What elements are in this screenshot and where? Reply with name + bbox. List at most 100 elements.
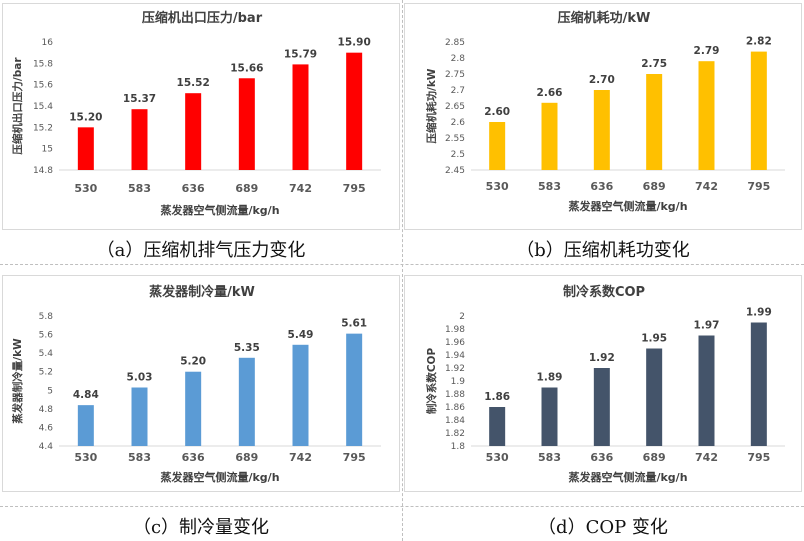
- data-label: 4.84: [73, 389, 99, 401]
- y-tick-label: 15.4: [33, 102, 53, 112]
- y-tick-label: 2.65: [445, 102, 465, 112]
- y-tick-label: 1.84: [445, 416, 465, 426]
- divider-vertical: [402, 0, 403, 541]
- y-tick-label: 15: [42, 145, 53, 155]
- data-label: 15.52: [177, 77, 210, 89]
- data-label: 2.66: [537, 87, 563, 99]
- data-label: 2.70: [589, 74, 615, 86]
- x-axis-label: 蒸发器空气侧流量/kg/h: [160, 203, 279, 217]
- y-tick-label: 4.6: [39, 423, 54, 433]
- bar: [77, 405, 94, 446]
- y-axis-label: 制冷系数COP: [425, 348, 438, 415]
- chart-a: 压缩机出口压力/bar 14.8 15 15.2 15.4 15.6 15.8 16 15.20…: [11, 10, 381, 217]
- x-tick-label: 583: [538, 451, 561, 464]
- x-tick-label: 583: [128, 451, 151, 464]
- x-tick-label: 530: [486, 180, 509, 193]
- x-tick-label: 742: [695, 180, 718, 193]
- y-tick-label: 2.75: [445, 70, 465, 80]
- y-tick-label: 4.8: [39, 405, 54, 415]
- y-tick-label: 1.88: [445, 390, 465, 400]
- y-axis-label: 蒸发器制冷量/kW: [11, 338, 24, 424]
- data-label: 2.79: [694, 45, 720, 57]
- data-label: 5.61: [341, 318, 367, 330]
- y-axis-label: 压缩机出口压力/bar: [11, 57, 24, 155]
- y-tick-label: 5.6: [39, 331, 54, 341]
- data-label: 15.20: [69, 111, 102, 123]
- bar: [238, 78, 255, 170]
- y-tick-label: 5.8: [39, 312, 54, 322]
- bar: [698, 335, 715, 446]
- y-tick-label: 2.45: [445, 166, 465, 176]
- x-tick-label: 636: [182, 182, 205, 195]
- y-tick-label: 16: [42, 38, 54, 48]
- x-tick-label: 742: [289, 182, 312, 195]
- bar: [593, 368, 610, 446]
- y-tick-label: 1.82: [445, 429, 465, 439]
- y-tick-label: 1.9: [451, 377, 466, 387]
- data-label: 2.75: [641, 58, 667, 70]
- caption-d: （d）COP 变化: [538, 517, 668, 538]
- caption-b: （b）压缩机耗功变化: [516, 240, 690, 261]
- chart-panel-b: 压缩机耗功/kW 2.45 2.5 2.55 2.6 2.65 2.7 2.75 2.8 2.85…: [404, 3, 802, 230]
- x-tick-label: 795: [747, 180, 770, 193]
- bar: [646, 74, 663, 170]
- bar: [185, 371, 202, 446]
- bar: [750, 322, 767, 446]
- chart-title: 压缩机出口压力/bar: [142, 10, 263, 26]
- x-tick-label: 636: [182, 451, 205, 464]
- chart-panel-d: 制冷系数COP 1.8 1.82 1.84 1.86 1.88 1.9 1.92 1.94 1.9…: [404, 275, 802, 492]
- bar: [77, 127, 94, 170]
- y-tick-label: 15.2: [33, 123, 53, 133]
- chart-panel-c: 蒸发器制冷量/kW 4.4 4.6 4.8 5 5.2 5.4 5.6 5.8 4.84 530 5.…: [2, 275, 400, 492]
- x-tick-label: 530: [74, 451, 97, 464]
- bar: [489, 407, 506, 446]
- x-tick-label: 636: [590, 180, 613, 193]
- chart-title: 蒸发器制冷量/kW: [149, 284, 255, 300]
- data-label: 1.89: [537, 372, 563, 384]
- y-tick-label: 2.6: [451, 118, 466, 128]
- y-tick-label: 1.98: [445, 325, 465, 335]
- x-tick-label: 689: [235, 182, 258, 195]
- x-tick-label: 530: [74, 182, 97, 195]
- bar: [185, 93, 202, 170]
- y-tick-label: 1.8: [451, 442, 466, 452]
- bar: [541, 102, 558, 170]
- y-tick-label: 2.55: [445, 134, 465, 144]
- data-label: 1.99: [746, 307, 772, 319]
- chart-d: 制冷系数COP 1.8 1.82 1.84 1.86 1.88 1.9 1.92 1.94 1.9…: [425, 284, 785, 484]
- caption-c: （c）制冷量变化: [132, 517, 270, 538]
- x-tick-label: 583: [128, 182, 151, 195]
- bar: [593, 90, 610, 170]
- data-label: 5.20: [180, 356, 206, 368]
- data-label: 15.66: [230, 62, 263, 74]
- y-tick-label: 14.8: [33, 166, 53, 176]
- bar: [131, 109, 148, 170]
- chart-c: 蒸发器制冷量/kW 4.4 4.6 4.8 5 5.2 5.4 5.6 5.8 4.84 530 5.…: [11, 284, 381, 484]
- data-label: 15.90: [338, 37, 371, 49]
- x-tick-label: 742: [695, 451, 718, 464]
- divider-horizontal-top: [0, 264, 804, 265]
- data-label: 2.60: [484, 106, 510, 118]
- data-label: 5.03: [127, 372, 153, 384]
- data-label: 2.82: [746, 36, 772, 48]
- data-label: 1.95: [641, 333, 667, 345]
- data-label: 1.92: [589, 352, 615, 364]
- x-tick-label: 689: [643, 451, 666, 464]
- x-axis-label: 蒸发器空气侧流量/kg/h: [568, 199, 687, 213]
- x-tick-label: 795: [343, 451, 366, 464]
- y-tick-label: 2: [459, 312, 465, 322]
- bar: [646, 348, 663, 446]
- x-tick-label: 689: [235, 451, 258, 464]
- y-axis-label: 压缩机耗功/kW: [425, 68, 438, 143]
- x-tick-label: 689: [643, 180, 666, 193]
- y-tick-label: 1.92: [445, 364, 465, 374]
- chart-title: 制冷系数COP: [563, 284, 645, 300]
- bar: [698, 61, 715, 171]
- y-tick-label: 15.8: [33, 59, 53, 69]
- chart-title: 压缩机耗功/kW: [558, 10, 651, 26]
- data-label: 1.97: [694, 320, 720, 332]
- y-tick-label: 1.86: [445, 403, 465, 413]
- x-tick-label: 583: [538, 180, 561, 193]
- bar: [238, 357, 255, 446]
- y-tick-label: 5.4: [39, 349, 54, 359]
